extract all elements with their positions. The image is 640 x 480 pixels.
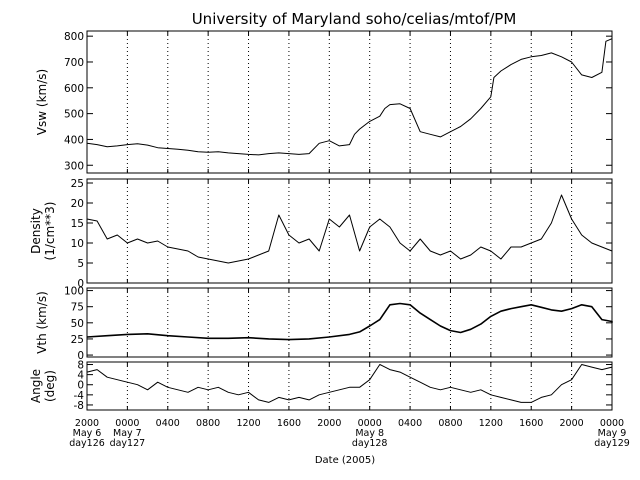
y-axis-label-1-1: (1/cm**3) <box>43 202 57 261</box>
x-tick-label-4-0: 1200 <box>236 418 260 429</box>
y-tick-label-1: 400 <box>64 134 84 146</box>
series-line-3-0 <box>86 364 613 403</box>
y-tick-label-0: 0 <box>77 278 84 290</box>
panel-2: 0 25 50 75 100 Vth (km/s) <box>35 286 613 362</box>
y-tick-label-3: 600 <box>64 83 84 95</box>
y-tick-label-2: 10 <box>71 238 84 250</box>
y-axis-label-1-0: Density <box>29 208 43 254</box>
y-axis-label-0-0: Vsw (km/s) <box>35 69 49 135</box>
x-tick-label-7-2: day128 <box>352 438 388 449</box>
y-tick-label-1: 5 <box>77 258 84 270</box>
x-tick-label-13-2: day129 <box>594 438 630 449</box>
x-tick-label-0-1: May 6 <box>73 428 102 439</box>
x-tick-label-8-0: 0400 <box>398 418 422 429</box>
y-tick-label-3: 4 <box>77 370 84 382</box>
panel-frame-3 <box>86 361 613 411</box>
chart-title: University of Maryland soho/celias/mtof/… <box>192 10 517 28</box>
y-tick-label-3: 75 <box>71 302 84 314</box>
x-tick-label-13-0: 0000 <box>600 418 624 429</box>
y-tick-label-4: 100 <box>64 286 84 298</box>
x-tick-label-7-0: 0000 <box>358 418 382 429</box>
x-tick-label-3-0: 0800 <box>196 418 220 429</box>
x-tick-label-5-0: 1600 <box>277 418 301 429</box>
x-tick-label-7-1: May 8 <box>355 428 384 439</box>
y-tick-label-5: 800 <box>64 31 84 43</box>
x-tick-label-1-0: 0000 <box>115 418 139 429</box>
y-tick-label-1: -4 <box>74 390 85 402</box>
x-tick-label-1-2: day127 <box>110 438 146 449</box>
y-tick-label-5: 25 <box>71 178 84 190</box>
y-tick-label-2: 50 <box>71 318 84 330</box>
x-axis-label: Date (2005) <box>315 455 375 466</box>
x-tick-label-0-2: day126 <box>69 438 105 449</box>
x-tick-label-13-1: May 9 <box>598 428 627 439</box>
y-tick-label-4: 700 <box>64 57 84 69</box>
y-axis-label-3-1: (deg) <box>43 370 57 402</box>
y-axis-label-3-0: Angle <box>29 369 43 403</box>
x-tick-label-9-0: 0800 <box>438 418 462 429</box>
y-tick-label-3: 15 <box>71 218 84 230</box>
y-tick-label-0: 300 <box>64 160 84 172</box>
y-tick-label-4: 20 <box>71 198 84 210</box>
y-axis-label-2-0: Vth (km/s) <box>35 291 49 354</box>
panel-frame-2 <box>86 287 613 358</box>
series-line-1-0 <box>86 194 613 264</box>
y-tick-label-2: 0 <box>77 380 84 392</box>
x-tick-label-1-1: May 7 <box>113 428 142 439</box>
y-tick-label-4: 8 <box>77 360 84 372</box>
panel-frame-1 <box>86 178 613 284</box>
x-tick-label-0-0: 2000 <box>75 418 99 429</box>
panel-0: 300 400 500 600 700 800 Vsw (km/s) <box>35 30 613 174</box>
x-tick-label-2-0: 0400 <box>156 418 180 429</box>
panel-1: 0 5 10 15 20 25 Density (1/cm**3) <box>29 178 613 290</box>
x-tick-label-12-0: 2000 <box>560 418 584 429</box>
x-tick-label-11-0: 1600 <box>519 418 543 429</box>
panel-frame-0 <box>86 30 613 174</box>
x-tick-label-10-0: 1200 <box>479 418 503 429</box>
y-tick-label-0: -8 <box>74 400 84 412</box>
series-line-0-0 <box>86 38 613 156</box>
y-tick-label-2: 500 <box>64 109 84 121</box>
y-tick-label-0: 0 <box>77 350 84 362</box>
y-tick-label-1: 25 <box>71 334 84 346</box>
x-tick-label-6-0: 2000 <box>317 418 341 429</box>
series-line-2-0 <box>86 302 613 341</box>
